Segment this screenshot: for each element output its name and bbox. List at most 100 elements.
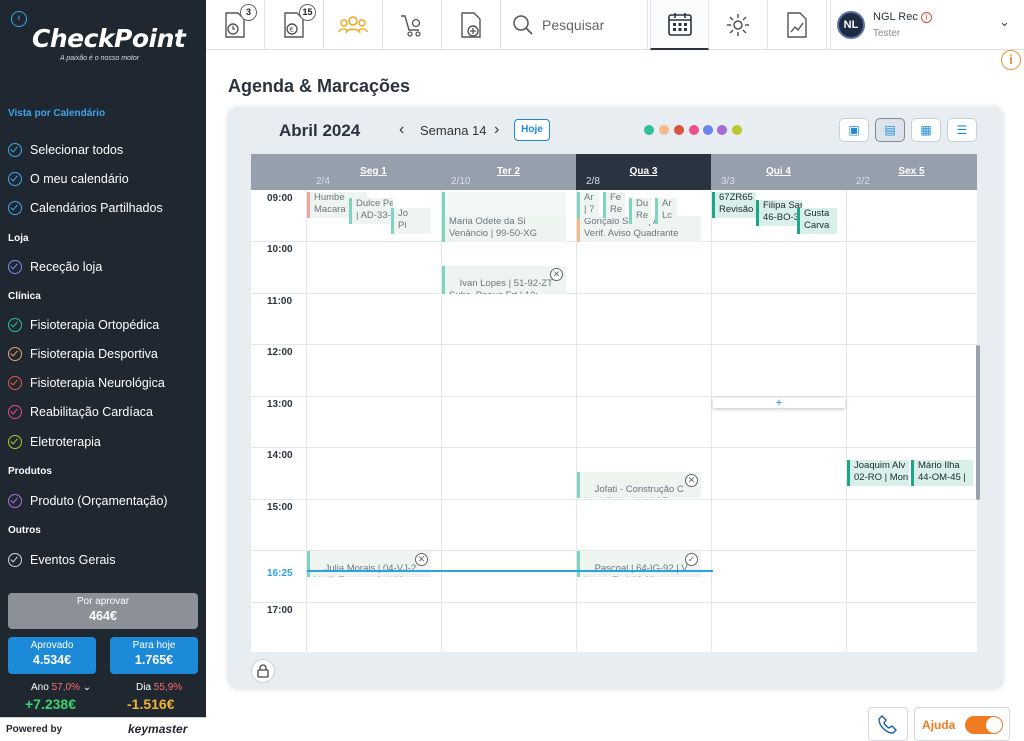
day-header-thu[interactable]: Qui 4 3/3 [711,154,846,190]
lock-button[interactable] [251,659,275,683]
electrotherapy-item[interactable]: Eletroterapia [8,435,101,449]
check-circle-icon [8,405,22,419]
check-circle-icon [8,553,22,567]
filter-dot-ortho[interactable] [644,125,654,135]
event-card[interactable]: Filipa Santos 46-BO-3 [756,200,802,226]
hour-label: 10:00 [267,244,293,255]
filter-dot-sports[interactable] [659,125,669,135]
contact-button[interactable] [868,707,908,741]
new-document-button[interactable] [442,0,501,50]
user-menu[interactable]: NL NGL Rec i Tester ⌄ [830,0,1024,50]
general-events-item[interactable]: Eventos Gerais [8,553,115,567]
check-circle-icon [8,143,22,157]
product-budget-item[interactable]: Produto (Orçamentação) [8,494,168,508]
euro-document-icon: € [284,12,304,38]
avatar: NL [837,11,865,39]
reports-button[interactable] [768,0,827,50]
filter-dot-cardiac[interactable] [689,125,699,135]
today-button[interactable]: Hoje [514,119,550,141]
invoices-button[interactable]: € 15 [265,0,324,50]
day-header-fri[interactable]: Sex 5 2/2 [846,154,977,190]
event-card[interactable]: Mário Ilha 44-OM-45 | [911,460,973,486]
event-card[interactable]: Maria Odete da Si Venâncio | 99-50-XG [442,216,566,242]
week-view-button[interactable]: ▤ [875,118,905,142]
event-card[interactable]: Ar | 7 [577,192,599,218]
day-header-wed[interactable]: Qua 3 2/8 [576,154,711,190]
add-event-bar[interactable]: + [713,398,845,409]
settings-button[interactable] [709,0,768,50]
year-stat-label[interactable]: Ano 57,0% ⌄ [31,682,92,693]
event-card[interactable]: Fe Re [603,192,625,218]
event-card[interactable]: Jo Pi [391,208,431,234]
section-produtos: Produtos [8,466,52,477]
event-card[interactable]: Jofati - Construção C Imobiliario, Lda |… [577,472,701,498]
filter-dot-products[interactable] [717,125,727,135]
chevron-left-icon[interactable]: ‹ [399,121,405,138]
section-outros: Outros [8,525,41,536]
event-card[interactable]: Ar Lc [655,198,677,224]
day-header-tue[interactable]: Ter 2 2/10 [441,154,576,190]
select-all-item[interactable]: Selecionar todos [8,143,123,157]
section-clinica: Clínica [8,291,41,302]
calendar-icon [667,13,692,36]
page-title: Agenda & Marcações [228,76,411,96]
clock-document-icon [225,12,245,38]
calendar-button[interactable] [650,0,709,50]
event-card[interactable]: Gusta Carva [797,208,837,234]
search-box[interactable]: Pesquisar [502,0,648,50]
day-header-mon[interactable]: Seg 1 2/4 [306,154,441,190]
list-view-button[interactable]: ☰ [947,118,977,142]
lock-icon [257,664,269,678]
confirm-icon[interactable]: ✓ [685,553,698,566]
checkpoint-logo: CheckPoint [32,24,186,53]
check-circle-icon [8,435,22,449]
search-icon [513,15,533,35]
event-card[interactable]: Pascoal | 64-IG-92 | V Luzes Frt | 16:00… [577,551,701,577]
info-icon[interactable]: i [1001,50,1021,70]
clients-button[interactable] [324,0,383,50]
keymaster-logo: keymaster [128,722,188,736]
event-card[interactable]: Du Re [629,198,651,224]
day-view-button[interactable]: ▣ [839,118,869,142]
store-reception-item[interactable]: Receção loja [8,260,102,274]
pending-approval-card[interactable]: Por aprovar 464€ [8,593,198,629]
section-loja: Loja [8,233,29,244]
event-card[interactable]: Dulce Pe | AD-33- [349,198,393,224]
week-label: Semana 14 [420,123,487,138]
day-view-icon: ▣ [848,123,860,137]
collapse-sidebar-icon[interactable]: ‹ [11,11,27,27]
cancel-icon[interactable]: ✕ [550,268,563,281]
neuro-physio-item[interactable]: Fisioterapia Neurológica [8,376,165,390]
help-switch[interactable] [965,716,1003,734]
event-stack[interactable] [442,192,566,216]
event-card[interactable]: 67ZR65 Revisão [712,192,756,218]
my-calendar-item[interactable]: O meu calendário [8,172,129,186]
notification-badge: 3 [240,4,257,21]
cancel-icon[interactable]: ✕ [415,553,428,566]
cancel-icon[interactable]: ✕ [685,474,698,487]
logo-tagline: A paixão é o nosso motor [60,55,140,62]
search-placeholder: Pesquisar [542,17,605,33]
approved-card[interactable]: Aprovado 4.534€ [8,637,96,674]
svg-text:€: € [290,26,294,34]
filter-dot-neuro[interactable] [674,125,684,135]
today-card[interactable]: Para hoje 1.765€ [110,637,198,674]
event-card[interactable]: Joaquim Alv 02-RO | Mon [847,460,909,486]
month-view-button[interactable]: ▦ [911,118,941,142]
parts-cart-button[interactable] [383,0,442,50]
filter-dot-reception[interactable] [703,125,713,135]
week-grid[interactable]: Seg 1 2/4 Ter 2 2/10 Qua 3 2/8 Qui 4 3/3… [251,154,977,652]
help-toggle[interactable]: Ajuda [914,707,1010,741]
sports-physio-item[interactable]: Fisioterapia Desportiva [8,347,158,361]
event-card[interactable]: Ivan Lopes | 51-92-ZT Subs. Pneus Frt | … [442,266,566,294]
ortho-physio-item[interactable]: Fisioterapia Ortopédica [8,318,159,332]
user-name: NGL Rec [873,11,918,23]
cardiac-rehab-item[interactable]: Reabilitação Cardíaca [8,405,153,419]
event-card[interactable]: Julia Morais | 04-VJ-2 Verif. Escovas fr… [307,551,431,577]
grid-scrollbar[interactable] [976,345,980,500]
pending-docs-button[interactable]: 3 [206,0,265,50]
current-time-label: 16:25 [267,568,293,579]
filter-dot-electro[interactable] [732,125,742,135]
chevron-right-icon[interactable]: › [494,121,500,138]
shared-calendars-item[interactable]: Calendários Partilhados [8,201,163,215]
